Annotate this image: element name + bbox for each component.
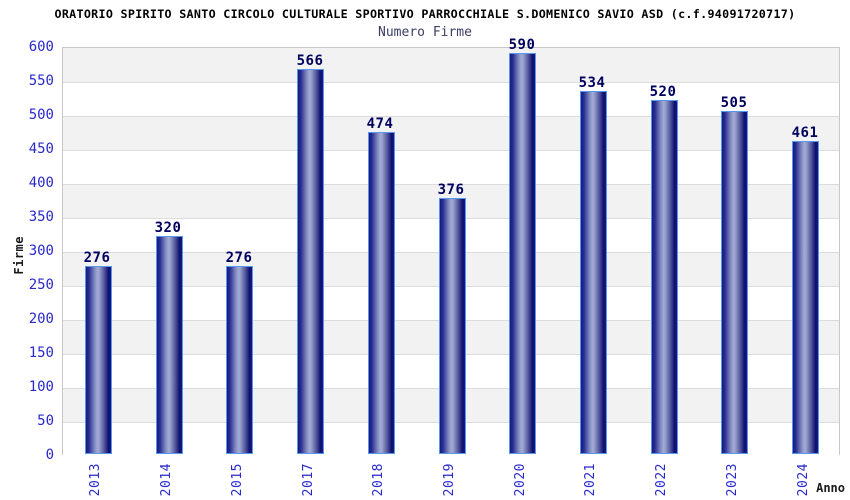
y-tick-label: 500 — [28, 107, 54, 123]
y-tick-label: 450 — [28, 141, 54, 157]
x-tick-label: 2021 — [583, 463, 598, 497]
x-tick-label: 2015 — [230, 463, 245, 497]
y-tick-label: 100 — [28, 379, 54, 395]
x-tick-label: 2024 — [796, 463, 811, 497]
bar-2020 — [509, 53, 536, 454]
y-tick-label: 400 — [28, 175, 54, 191]
bar-value-label: 276 — [225, 250, 253, 266]
bar-2015 — [226, 266, 253, 454]
y-axis-title: Firme — [12, 236, 26, 275]
bar-2022 — [651, 100, 678, 454]
bar-value-label: 376 — [437, 182, 465, 198]
x-tick-label: 2022 — [654, 463, 669, 497]
y-tick-label: 600 — [28, 39, 54, 55]
grid-band — [63, 150, 839, 184]
bar-2023 — [721, 111, 748, 454]
y-tick-label: 550 — [28, 73, 54, 89]
gridline — [63, 150, 839, 151]
bar-value-label: 534 — [578, 75, 606, 91]
y-tick-label: 200 — [28, 311, 54, 327]
chart-title: ORATORIO SPIRITO SANTO CIRCOLO CULTURALE… — [54, 7, 796, 21]
bar-value-label: 474 — [366, 116, 394, 132]
chart-subtitle: Numero Firme — [378, 25, 472, 40]
bar-value-label: 461 — [791, 125, 819, 141]
x-tick-label: 2014 — [159, 463, 174, 497]
y-tick-label: 350 — [28, 209, 54, 225]
bar-value-label: 566 — [296, 53, 324, 69]
y-tick-label: 0 — [45, 447, 54, 463]
plot-area — [62, 47, 840, 456]
x-tick-label: 2018 — [371, 463, 386, 497]
grid-band — [63, 48, 839, 82]
bar-2019 — [439, 198, 466, 454]
gridline — [63, 116, 839, 117]
bar-value-label: 505 — [720, 95, 748, 111]
bar-2013 — [85, 266, 112, 454]
y-tick-label: 250 — [28, 277, 54, 293]
bar-value-label: 276 — [83, 250, 111, 266]
x-tick-label: 2017 — [301, 463, 316, 497]
y-tick-label: 150 — [28, 345, 54, 361]
x-tick-label: 2013 — [88, 463, 103, 497]
bar-2021 — [580, 91, 607, 454]
bar-value-label: 320 — [154, 220, 182, 236]
x-tick-label: 2020 — [513, 463, 528, 497]
gridline — [63, 184, 839, 185]
bar-value-label: 590 — [508, 37, 536, 53]
bar-2014 — [156, 236, 183, 454]
bar-2017 — [297, 69, 324, 454]
grid-band — [63, 82, 839, 116]
y-tick-label: 300 — [28, 243, 54, 259]
bar-value-label: 520 — [649, 84, 677, 100]
grid-band — [63, 116, 839, 150]
bar-2024 — [792, 141, 819, 454]
x-tick-label: 2019 — [442, 463, 457, 497]
x-tick-label: 2023 — [725, 463, 740, 497]
y-tick-label: 50 — [37, 413, 54, 429]
x-axis-title: Anno — [816, 481, 845, 495]
gridline — [63, 82, 839, 83]
bar-2018 — [368, 132, 395, 454]
